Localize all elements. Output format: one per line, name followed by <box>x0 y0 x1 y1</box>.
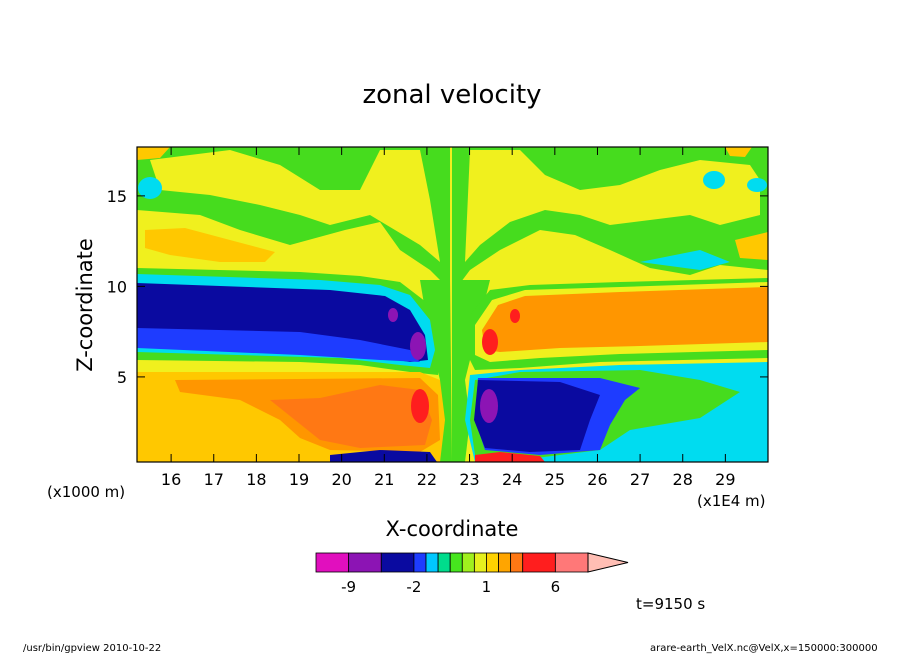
colorbar-segment <box>522 552 556 573</box>
x-tick-label: 21 <box>374 470 394 489</box>
footer-right: arare-earth_VelX.nc@VelX,x=150000:300000 <box>650 643 878 654</box>
colorbar: -9 -2 1 6 <box>315 552 629 596</box>
field-yellow-band-left <box>137 215 420 280</box>
field-yellow-upper-right <box>465 150 760 262</box>
x-tick-label: 20 <box>331 470 351 489</box>
x-axis-label: X-coordinate <box>386 517 519 541</box>
colorbar-segment <box>315 552 350 573</box>
field-orange-corner <box>137 147 170 160</box>
colorbar-tick-label: 1 <box>482 578 492 596</box>
y-unit-label: (x1000 m) <box>47 483 125 501</box>
x-tick-label: 25 <box>545 470 565 489</box>
plot-frame <box>136 146 769 463</box>
y-axis-label: Z-coordinate <box>73 238 97 372</box>
colorbar-segment <box>425 552 439 573</box>
footer-left: /usr/bin/gpview 2010-10-22 <box>23 643 161 654</box>
colorbar-segment <box>473 552 487 573</box>
colorbar-segment <box>510 552 524 573</box>
colorbar-segment <box>449 552 463 573</box>
field-lower-left-orange3 <box>270 385 432 448</box>
field-cyan-patch-right3 <box>640 250 730 270</box>
chart-title: zonal velocity <box>362 80 541 110</box>
colorbar-tick-label: 6 <box>551 578 561 596</box>
x-tick-label: 16 <box>161 470 181 489</box>
field-lower-right-peak <box>480 389 498 423</box>
colorbar-segment <box>498 552 512 573</box>
field-lower-right-red-bottom <box>475 452 545 462</box>
field-yellow-band-right <box>480 245 768 285</box>
y-tick-label: 10 <box>107 277 127 296</box>
field-cyan-patch-right2 <box>747 178 767 192</box>
field-cyan-patch-left <box>138 177 162 199</box>
field-upper-left-peak2 <box>388 308 398 322</box>
x-tick-label: 29 <box>715 470 735 489</box>
field-lower-left-peak <box>411 389 429 423</box>
colorbar-tick-label: -2 <box>406 578 421 596</box>
y-tick-label: 15 <box>107 187 127 206</box>
field-orange-upper-right <box>735 232 768 260</box>
field-central-column <box>452 147 456 462</box>
field-yellow-upper-left <box>150 150 440 262</box>
colorbar-segment <box>413 552 427 573</box>
y-tick-label: 5 <box>117 368 127 387</box>
colorbar-segment <box>437 552 451 573</box>
field-upper-right-peak <box>482 329 498 355</box>
field-upper-right-orange <box>482 287 768 352</box>
x-tick-label: 19 <box>289 470 309 489</box>
x-tick-label: 26 <box>587 470 607 489</box>
x-axis: 16 17 18 19 20 21 22 23 24 25 26 27 28 29 <box>161 147 736 489</box>
colorbar-arrow <box>587 552 629 573</box>
x-tick-label: 28 <box>673 470 693 489</box>
colorbar-tick-label: -9 <box>341 578 356 596</box>
field-central-green-right <box>456 280 490 462</box>
colorbar-segment <box>348 552 382 573</box>
field-lower-left-blue-bottom <box>330 450 437 462</box>
field-upper-left-peak <box>410 332 426 360</box>
x-unit-label: (x1E4 m) <box>697 492 766 510</box>
y-axis: 5 10 15 <box>107 187 768 387</box>
x-tick-label: 23 <box>459 470 479 489</box>
field-orange-corner-right <box>725 147 752 157</box>
colorbar-segment <box>554 552 589 573</box>
colorbar-segment <box>380 552 415 573</box>
time-annotation: t=9150 s <box>636 595 705 613</box>
colorbar-segment <box>486 552 499 573</box>
x-tick-label: 17 <box>204 470 224 489</box>
field-cyan-patch-right <box>703 171 725 189</box>
x-tick-label: 27 <box>630 470 650 489</box>
field-upper-right-peak2 <box>510 309 520 323</box>
colorbar-segment <box>461 552 475 573</box>
field-upper-left-blue-mid <box>137 328 420 362</box>
x-tick-label: 24 <box>502 470 522 489</box>
field-orange-upper-left <box>145 228 275 262</box>
heatmap-field <box>137 147 768 462</box>
x-tick-label: 18 <box>246 470 266 489</box>
x-tick-label: 22 <box>417 470 437 489</box>
field-lower-right-blue <box>474 380 600 452</box>
